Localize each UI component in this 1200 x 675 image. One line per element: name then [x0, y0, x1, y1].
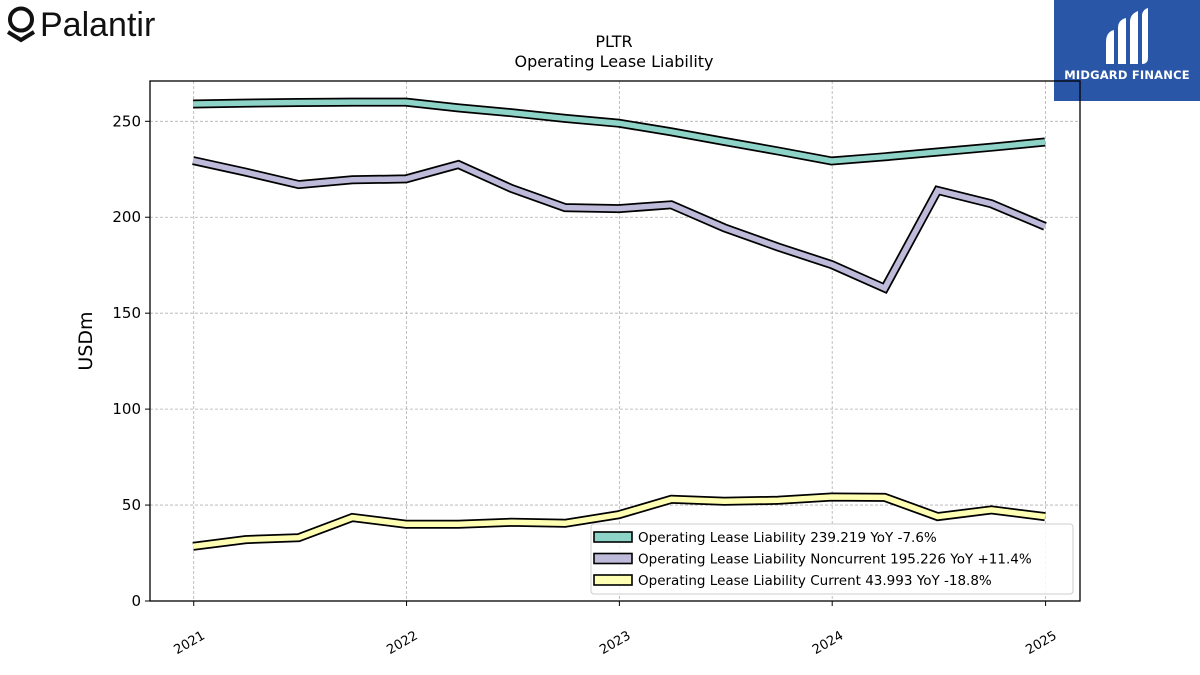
y-tick-label: 100	[112, 400, 141, 418]
plot-frame	[149, 80, 1081, 602]
series-line	[192, 494, 1046, 550]
series-lines	[192, 97, 1047, 551]
x-tick-label: 2025	[1023, 628, 1059, 658]
legend-label: Operating Lease Liability 239.219 YoY -7…	[638, 530, 937, 546]
midgard-finance-logo: MIDGARD FINANCE	[1054, 0, 1200, 101]
series-3	[192, 492, 1046, 551]
y-tick-label: 200	[112, 208, 141, 226]
y-axis-label: USDm	[75, 311, 97, 370]
series-line	[193, 99, 1046, 164]
palantir-wordmark: Palantir	[40, 6, 155, 44]
x-tick-label: 2024	[810, 628, 846, 658]
x-axis: 2021 2022 2023 2024 2025	[172, 601, 1060, 658]
grid	[150, 81, 1080, 601]
legend-label: Operating Lease Liability Current 43.993…	[638, 573, 992, 589]
chart-title: Operating Lease Liability	[514, 52, 713, 71]
palantir-logo: Palantir	[4, 4, 174, 46]
series-line	[192, 157, 1047, 292]
y-tick-label: 150	[112, 304, 141, 322]
x-tick-label: 2022	[384, 628, 420, 658]
legend-swatch	[593, 574, 633, 586]
legend-swatch	[593, 531, 633, 543]
legend-label: Operating Lease Liability Noncurrent 195…	[638, 552, 1032, 568]
y-tick-label: 250	[112, 112, 141, 130]
y-tick-label: 0	[131, 592, 141, 610]
series-2	[192, 156, 1047, 295]
series-1	[193, 97, 1046, 166]
y-axis: 0 50 100 150 200 250	[112, 112, 150, 610]
y-tick-label: 50	[122, 496, 141, 514]
midgard-mark-icon	[1106, 8, 1148, 64]
legend: Operating Lease Liability 239.219 YoY -7…	[590, 523, 1074, 595]
chart-ticker: PLTR	[595, 32, 632, 51]
midgard-wordmark: MIDGARD FINANCE	[1064, 68, 1190, 82]
x-tick-label: 2023	[597, 628, 633, 658]
legend-box	[590, 523, 1074, 595]
x-tick-label: 2021	[172, 628, 208, 658]
palantir-mark-icon	[6, 6, 36, 43]
legend-swatch	[593, 552, 633, 565]
